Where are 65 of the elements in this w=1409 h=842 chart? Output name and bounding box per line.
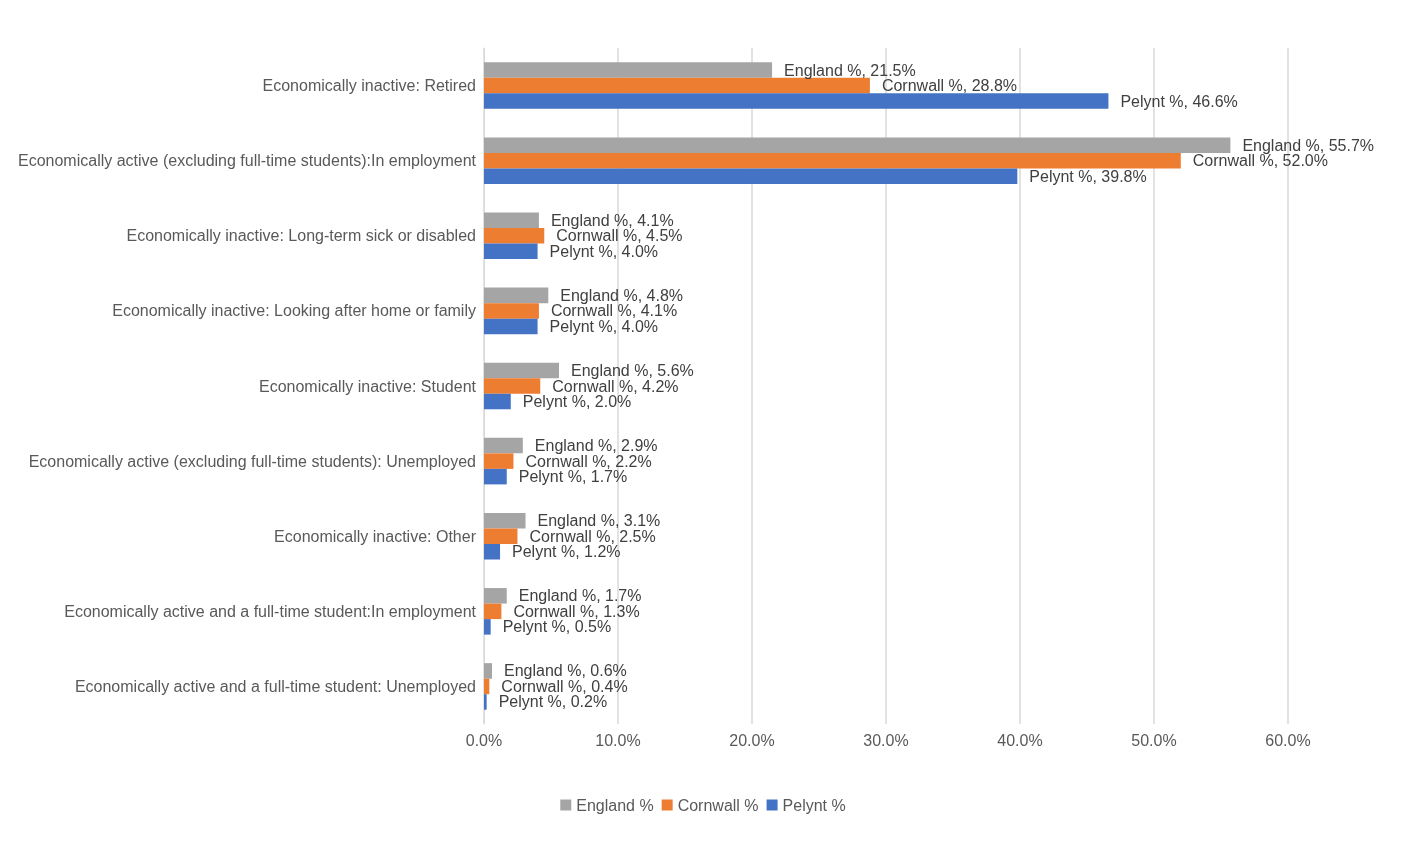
data-label: Pelynt %, 1.2%: [512, 543, 621, 561]
data-label: Pelynt %, 1.7%: [518, 468, 628, 486]
data-label: Cornwall %, 28.8%: [881, 77, 1018, 95]
bar: [483, 318, 538, 335]
bar: [483, 212, 539, 229]
data-label: England %, 21.5%: [784, 61, 916, 79]
y-tick-label: Economically inactive: Other: [274, 527, 477, 545]
data-label: England %, 4.8%: [560, 286, 684, 304]
y-tick-label: Economically active and a full-time student:In employment: [64, 602, 477, 620]
bar: [483, 678, 490, 695]
bar: [483, 603, 502, 620]
data-label: Pelynt %, 39.8%: [1029, 167, 1147, 185]
x-tick-label: 0.0%: [465, 731, 503, 749]
bar: [483, 468, 507, 485]
bar: [483, 453, 514, 469]
bar: [483, 287, 549, 304]
bar: [483, 378, 541, 394]
data-label: England %, 4.1%: [550, 211, 674, 229]
x-tick-label: 60.0%: [1265, 731, 1311, 749]
data-label: England %, 1.7%: [518, 587, 642, 605]
legend-label: England %: [576, 796, 654, 814]
bar: [483, 543, 501, 560]
x-tick-label: 10.0%: [595, 731, 641, 749]
bar: [483, 137, 1231, 153]
y-tick-label: Economically active and a full-time student: Unemployed: [74, 677, 476, 695]
data-label: England %, 55.7%: [1242, 136, 1375, 154]
y-tick-label: Economically active (excluding full-time students): Unemployed: [28, 452, 476, 470]
x-tick-label: 30.0%: [863, 731, 909, 749]
bar: [483, 168, 1018, 184]
x-tick-label: 20.0%: [729, 731, 775, 749]
bar: [483, 303, 539, 319]
bar: [483, 62, 773, 78]
x-tick-label: 50.0%: [1131, 731, 1177, 749]
x-tick-label: 40.0%: [997, 731, 1043, 749]
bar: [483, 619, 491, 635]
data-label: England %, 0.6%: [504, 662, 627, 680]
bar: [483, 93, 1109, 109]
bar: [483, 393, 511, 410]
data-label: Pelynt %, 2.0%: [522, 393, 632, 411]
y-tick-label: Economically active (excluding full-time students):In employment: [18, 152, 477, 170]
y-tick-label: Economically inactive: Retired: [262, 77, 476, 95]
bar: [483, 362, 560, 379]
y-tick-label: Economically inactive: Student: [258, 377, 477, 395]
legend-label: Pelynt %: [782, 796, 846, 814]
bar: [483, 663, 493, 679]
legend-label: Cornwall %: [677, 796, 759, 814]
data-label: Pelynt %, 46.6%: [1120, 92, 1238, 110]
y-tick-label: Economically inactive: Looking after home or family: [112, 302, 476, 320]
data-label: England %, 5.6%: [571, 361, 694, 379]
bar: [483, 528, 518, 544]
bar: [483, 437, 523, 454]
bar: [483, 152, 1181, 169]
data-label: Pelynt %, 4.0%: [549, 242, 659, 260]
bar: [483, 694, 487, 710]
bar: [483, 588, 507, 604]
data-label: England %, 3.1%: [537, 512, 661, 530]
data-label: England %, 2.9%: [534, 437, 658, 455]
data-label: Pelynt %, 4.0%: [549, 317, 659, 335]
bar: [483, 512, 526, 529]
y-tick-label: Economically inactive: Long-term sick or disabled: [126, 227, 476, 245]
data-label: Pelynt %, 0.5%: [502, 618, 612, 636]
data-label: Pelynt %, 0.2%: [498, 693, 608, 711]
bar: [483, 77, 870, 94]
bar: [483, 243, 538, 260]
bar: [483, 228, 545, 244]
